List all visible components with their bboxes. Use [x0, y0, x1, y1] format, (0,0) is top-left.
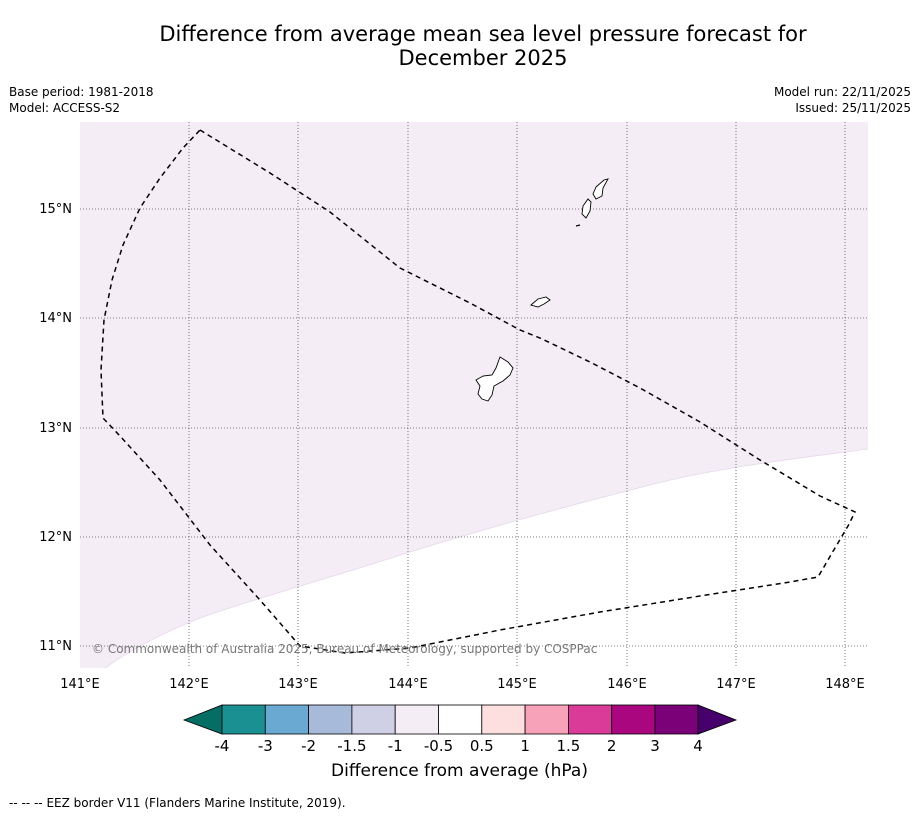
colorbar-segment	[524, 704, 569, 735]
colorbar-tick: -3	[258, 737, 273, 755]
lon-label: 146°E	[607, 677, 647, 692]
colorbar-segment	[351, 704, 396, 735]
colorbar: -4 -3 -2 -1.5 -1 -0.5 0.5 1 1.5 2 3 4	[182, 704, 738, 755]
contour-boundary	[104, 448, 869, 669]
longitude-labels: 141°E 142°E 143°E 144°E 145°E 146°E 147°…	[60, 677, 865, 692]
colorbar-segment	[221, 704, 266, 735]
footer-legend: -- -- -- EEZ border V11 (Flanders Marine…	[9, 796, 346, 810]
lon-label: 141°E	[60, 677, 100, 692]
colorbar-segment	[568, 704, 613, 735]
model-name: Model: ACCESS-S2	[9, 101, 121, 115]
colorbar-tick: -2	[301, 737, 316, 755]
lon-label: 148°E	[825, 677, 865, 692]
lat-label: 12°N	[39, 530, 72, 545]
latitude-labels: 15°N 14°N 13°N 12°N 11°N	[39, 202, 72, 654]
title-line-1: Difference from average mean sea level p…	[159, 22, 807, 46]
colorbar-tick: -1	[388, 737, 403, 755]
lon-label: 147°E	[716, 677, 756, 692]
colorbar-tick: -1.5	[337, 737, 366, 755]
lat-label: 11°N	[39, 639, 72, 654]
eez-border	[100, 129, 857, 654]
colorbar-extend-high	[697, 704, 738, 735]
colorbar-segment	[308, 704, 353, 735]
eez-legend-symbol: -- -- --	[9, 796, 43, 810]
eez-legend-text: EEZ border V11 (Flanders Marine Institut…	[46, 796, 346, 810]
rota-island	[530, 296, 551, 308]
lon-label: 143°E	[278, 677, 318, 692]
colorbar-tick: -4	[215, 737, 230, 755]
colorbar-segment	[481, 704, 526, 735]
title-line-2: December 2025	[398, 46, 568, 70]
colorbar-tick: 1.5	[556, 737, 580, 755]
colorbar-tick: 0.5	[470, 737, 494, 755]
colorbar-tick: 4	[693, 737, 703, 755]
aguijan-island	[575, 224, 581, 227]
base-period: Base period: 1981-2018	[9, 85, 154, 99]
colorbar-tick: 1	[520, 737, 530, 755]
meta-right: Model run: 22/11/2025 Issued: 25/11/2025	[774, 84, 911, 116]
model-run: Model run: 22/11/2025	[773, 85, 911, 99]
map-area: © Commonwealth of Australia 2025, Bureau…	[80, 122, 869, 669]
gridlines	[80, 122, 868, 668]
colorbar-extend-low	[182, 704, 223, 735]
lat-label: 15°N	[39, 202, 72, 217]
lon-label: 144°E	[388, 677, 428, 692]
colorbar-tick: 2	[607, 737, 617, 755]
lon-label: 145°E	[497, 677, 537, 692]
colorbar-tick: -0.5	[424, 737, 453, 755]
colorbar-label: Difference from average (hPa)	[331, 761, 588, 781]
issued-date: Issued: 25/11/2025	[795, 101, 911, 115]
colorbar-tick: 3	[650, 737, 660, 755]
tinian-island	[581, 198, 592, 219]
colorbar-segment	[611, 704, 656, 735]
chart-title: Difference from average mean sea level p…	[0, 22, 919, 70]
guam-island	[475, 356, 514, 402]
colorbar-segment	[394, 704, 439, 735]
copyright-text: © Commonwealth of Australia 2025, Bureau…	[92, 642, 597, 656]
lat-label: 13°N	[39, 421, 72, 436]
meta-left: Base period: 1981-2018 Model: ACCESS-S2	[9, 84, 154, 116]
colorbar-segment	[654, 704, 699, 735]
saipan-island	[592, 178, 609, 200]
colorbar-segment	[438, 704, 483, 735]
upper-region-fill	[80, 122, 868, 668]
colorbar-segment	[264, 704, 309, 735]
lat-label: 14°N	[39, 311, 72, 326]
lon-label: 142°E	[169, 677, 209, 692]
